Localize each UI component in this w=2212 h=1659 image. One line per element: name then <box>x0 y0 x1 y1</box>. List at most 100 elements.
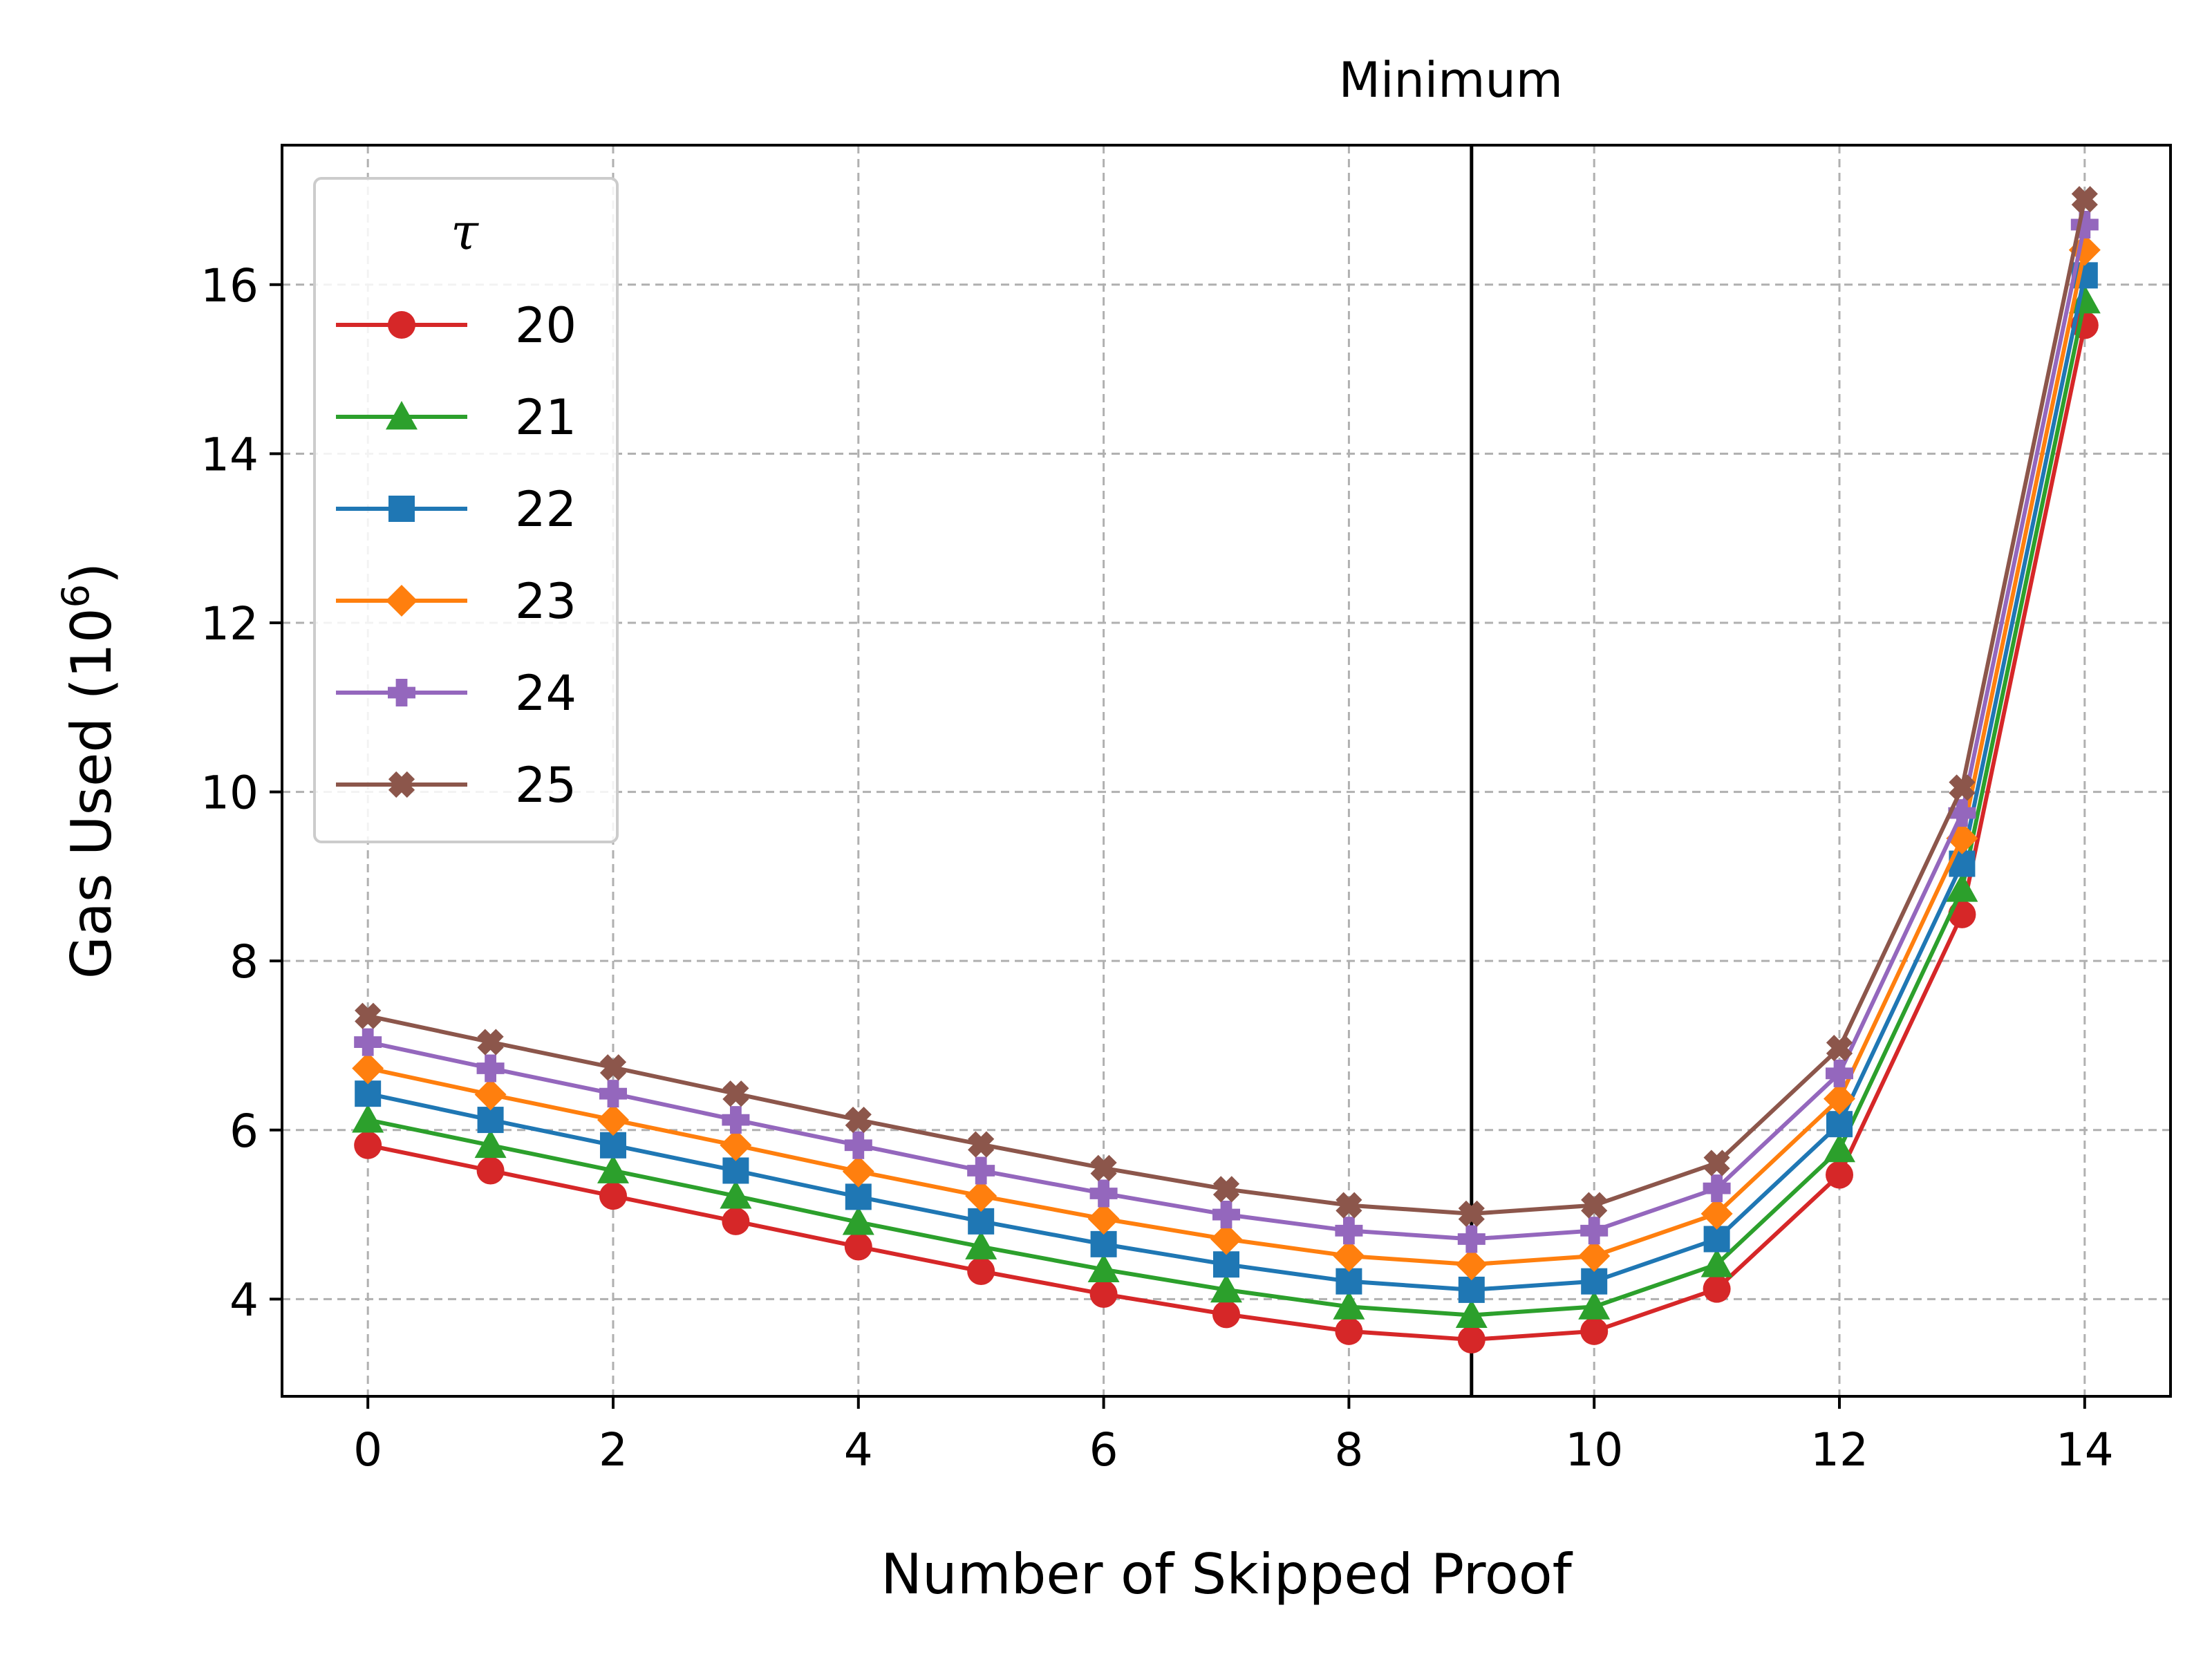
x-tick-label: 2 <box>599 1423 628 1477</box>
data-point-square <box>968 1208 995 1235</box>
data-point-square <box>599 1132 626 1159</box>
y-axis-label-close: ) <box>59 563 124 584</box>
y-tick-label: 14 <box>200 428 259 481</box>
data-point-circle <box>599 1182 627 1210</box>
x-axis-label: Number of Skipped Proof <box>881 1542 1573 1606</box>
data-point-diamond <box>1333 1239 1365 1272</box>
legend-title: τ <box>451 203 479 261</box>
data-point-plus <box>1089 1179 1118 1208</box>
data-point-plus <box>1948 799 1976 827</box>
data-point-x <box>1335 1192 1362 1219</box>
x-tick-label: 4 <box>844 1423 873 1477</box>
legend-entries: 20 21 22 23 24 25 <box>336 297 577 814</box>
legend-entry-22: 22 <box>336 481 577 538</box>
data-point-square <box>1090 1230 1117 1257</box>
data-point-circle <box>967 1257 995 1285</box>
data-point-diamond <box>1578 1239 1611 1272</box>
data-point-plus <box>1826 1059 1854 1087</box>
y-tick-label: 8 <box>229 935 259 988</box>
legend-label: 24 <box>515 665 577 722</box>
data-point-circle <box>1826 1161 1854 1189</box>
data-point-circle <box>722 1207 750 1235</box>
data-point-diamond <box>1210 1223 1242 1255</box>
data-point-triangle <box>1824 1133 1856 1163</box>
data-point-x <box>599 1054 627 1081</box>
data-point-plus <box>1580 1217 1609 1245</box>
data-point-triangle <box>1946 873 1978 902</box>
data-point-triangle <box>1210 1273 1242 1303</box>
legend-entry-20: 20 <box>336 297 577 354</box>
data-point-circle <box>354 1131 382 1159</box>
data-point-square <box>1458 1276 1485 1303</box>
legend-entry-24: 24 <box>336 665 577 722</box>
data-point-diamond <box>842 1155 874 1188</box>
data-point-x <box>355 1002 382 1029</box>
data-point-circle <box>1335 1317 1363 1345</box>
data-point-x <box>1703 1150 1730 1177</box>
series-22 <box>355 262 2098 1303</box>
y-tick-label: 6 <box>229 1105 259 1158</box>
data-point-triangle <box>1333 1291 1365 1320</box>
x-tick-label: 6 <box>1089 1423 1118 1477</box>
series-line <box>367 224 2087 1241</box>
plot-frame <box>281 144 2172 1398</box>
data-point-circle <box>1457 1326 1485 1354</box>
data-point-triangle <box>720 1180 752 1209</box>
data-point-circle <box>388 311 415 339</box>
legend-label: 25 <box>515 757 577 814</box>
series-line <box>367 250 2087 1267</box>
data-point-square <box>1581 1268 1608 1295</box>
data-point-plus <box>1335 1217 1363 1245</box>
data-point-x <box>477 1029 504 1056</box>
data-point-triangle <box>1455 1299 1488 1328</box>
data-point-diamond <box>386 585 418 617</box>
y-tick-label: 10 <box>200 767 259 820</box>
data-point-triangle <box>474 1129 507 1159</box>
data-point-diamond <box>1087 1203 1120 1235</box>
y-axis-label-exponent: 6 <box>54 584 97 608</box>
data-point-plus <box>599 1080 627 1108</box>
y-tick-label: 4 <box>229 1273 259 1327</box>
data-point-square <box>388 496 415 522</box>
x-tick-label: 0 <box>353 1423 382 1477</box>
data-point-triangle <box>1578 1291 1611 1320</box>
data-point-square <box>477 1107 504 1134</box>
y-tick-label: 12 <box>200 597 259 650</box>
data-point-x <box>1458 1200 1485 1227</box>
legend-entry-25: 25 <box>336 757 577 814</box>
data-point-triangle <box>386 401 418 430</box>
data-point-x <box>388 771 415 798</box>
series-20 <box>354 311 2099 1354</box>
x-tick-label: 14 <box>2056 1423 2114 1477</box>
data-point-square <box>355 1080 382 1107</box>
data-point-plus <box>722 1106 750 1134</box>
data-point-triangle <box>352 1104 384 1133</box>
y-axis-label: Gas Used (106) <box>54 563 124 979</box>
data-point-diamond <box>1824 1082 1856 1115</box>
legend-label: 23 <box>515 573 577 630</box>
data-point-x <box>2071 186 2098 213</box>
data-point-x <box>722 1080 749 1107</box>
y-tick-label: 16 <box>200 259 259 312</box>
legend-entry-21: 21 <box>336 389 577 446</box>
series-group <box>352 186 2101 1354</box>
data-point-triangle <box>842 1206 874 1235</box>
x-tick-label: 12 <box>1810 1423 1868 1477</box>
data-point-diamond <box>1700 1197 1733 1230</box>
data-point-plus <box>1457 1225 1485 1253</box>
data-point-circle <box>844 1232 872 1261</box>
data-point-plus <box>388 679 415 706</box>
data-point-circle <box>1703 1275 1731 1303</box>
data-point-square <box>1826 1111 1853 1138</box>
data-point-circle <box>476 1156 505 1185</box>
data-point-plus <box>1703 1174 1731 1203</box>
data-point-x <box>1581 1192 1608 1219</box>
x-tick-label: 10 <box>1565 1423 1623 1477</box>
data-point-diamond <box>352 1052 384 1085</box>
data-point-x <box>1090 1154 1117 1181</box>
data-point-triangle <box>597 1154 629 1183</box>
data-point-plus <box>354 1028 382 1056</box>
data-point-square <box>1213 1251 1239 1278</box>
